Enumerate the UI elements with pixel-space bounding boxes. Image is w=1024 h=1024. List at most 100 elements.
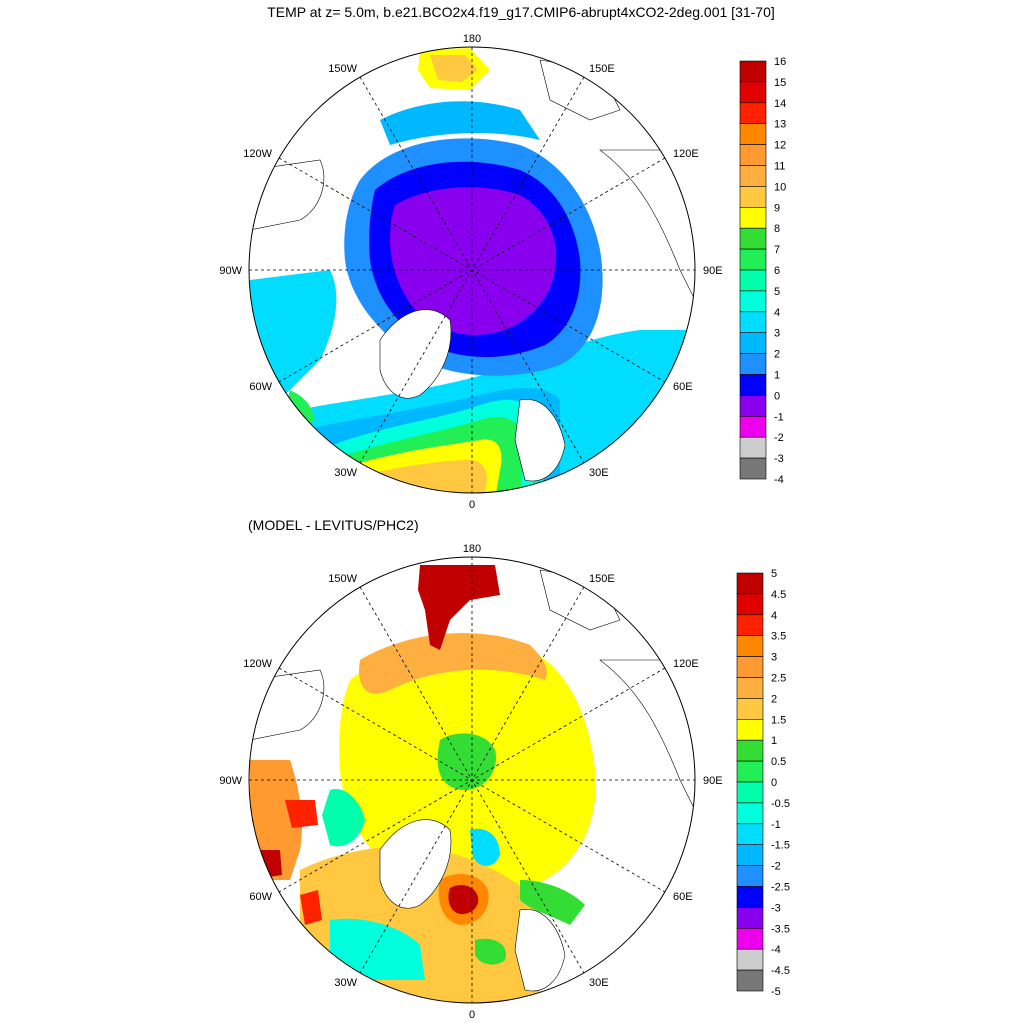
temp-colorbar-label: 8	[774, 223, 780, 235]
temp-colorbar-swatch	[739, 248, 767, 271]
diff-colorbar-label: 4	[771, 610, 777, 622]
lon-label-90w: 90W	[219, 265, 242, 277]
diff-colorbar-label: 2.5	[771, 673, 786, 685]
temp-colorbar-label: 14	[774, 98, 786, 110]
difference-map	[248, 556, 696, 1004]
lon-label-180: 180	[463, 33, 481, 45]
diff-colorbar-swatch	[736, 677, 764, 699]
temp-colorbar-swatch	[739, 123, 767, 145]
lon-label-180: 180	[463, 543, 481, 555]
temp-colorbar-swatch	[739, 311, 767, 333]
lon-label-150e: 150E	[589, 573, 615, 585]
diff-colorbar-label: -2.5	[771, 882, 790, 894]
temp-colorbar-label: 13	[774, 119, 786, 131]
temp-colorbar-swatch	[739, 457, 767, 480]
lon-label-30w: 30W	[334, 467, 357, 479]
diff-colorbar-swatch	[736, 907, 764, 929]
lon-label-150w: 150W	[328, 63, 357, 75]
lon-label-0: 0	[469, 1009, 475, 1021]
temp-colorbar-label: -4	[774, 474, 784, 486]
diff-colorbar-swatch	[736, 635, 764, 657]
diff-colorbar-label: -2	[771, 861, 781, 873]
temp-colorbar-label: 15	[774, 77, 786, 89]
lon-label-60e: 60E	[673, 381, 693, 393]
lon-label-90w: 90W	[219, 775, 242, 787]
lon-label-60w: 60W	[249, 891, 272, 903]
temp-colorbar-label: 2	[774, 349, 780, 361]
lon-label-120w: 120W	[243, 148, 272, 160]
diff-colorbar-label: 1.5	[771, 714, 786, 726]
diff-colorbar-label: 0	[771, 777, 777, 789]
diff-colorbar-swatch	[736, 739, 764, 762]
temp-colorbar-label: 1	[774, 370, 780, 382]
bottom-map-longitude-labels: 180 0 90W 90E 150W 120W 150E 120E 60W 30…	[219, 543, 722, 1021]
lon-label-150w: 150W	[328, 573, 357, 585]
temp-colorbar-swatch	[739, 332, 767, 354]
diff-colorbar-swatch	[736, 760, 764, 783]
lon-label-0: 0	[469, 499, 475, 511]
top-map-longitude-labels: 180 0 90W 90E 150W 120W 150E 120E 60W 30…	[219, 33, 722, 511]
diff-colorbar-swatch	[736, 593, 764, 616]
temp-colorbar-swatch	[739, 415, 767, 438]
diff-colorbar-swatch	[736, 823, 764, 845]
temp-colorbar-swatch	[739, 227, 767, 250]
lon-label-30e: 30E	[589, 977, 609, 989]
diff-colorbar-swatch	[736, 718, 764, 741]
diff-colorbar-swatch	[736, 844, 764, 866]
diff-colorbar-label: 3	[771, 652, 777, 664]
diff-colorbar-label: 0.5	[771, 756, 786, 768]
lon-label-60w: 60W	[249, 381, 272, 393]
plot-title: TEMP at z= 5.0m, b.e21.BCO2x4.f19_g17.CM…	[267, 4, 775, 20]
difference-subtitle: (MODEL - LEVITUS/PHC2)	[248, 517, 419, 533]
temp-colorbar-label: -3	[774, 453, 784, 465]
diff-colorbar-swatch	[736, 698, 764, 720]
diff-colorbar-swatch	[736, 969, 764, 992]
lon-label-120e: 120E	[673, 148, 699, 160]
temp-colorbar-label: 9	[774, 202, 780, 214]
temp-colorbar-swatch	[739, 165, 767, 187]
diff-colorbar-swatch	[736, 656, 764, 678]
diff-colorbar-label: 5	[771, 568, 777, 580]
diff-colorbar-label: 3.5	[771, 631, 786, 643]
temp-colorbar-swatch	[739, 395, 767, 417]
diff-colorbar-label: -4	[771, 944, 781, 956]
diff-colorbar-swatch	[736, 614, 764, 636]
temp-colorbar-label: 4	[774, 307, 780, 319]
diff-colorbar-swatch	[736, 927, 764, 950]
diff-colorbar-swatch	[736, 781, 764, 804]
temp-colorbar-label: -2	[774, 432, 784, 444]
temp-colorbar-swatch	[739, 60, 767, 83]
temp-colorbar-label: 12	[774, 140, 786, 152]
temp-colorbar-label: 6	[774, 265, 780, 277]
lon-label-90e: 90E	[703, 265, 723, 277]
lon-label-90e: 90E	[703, 775, 723, 787]
lon-label-120e: 120E	[673, 658, 699, 670]
temp-colorbar-swatch	[739, 374, 767, 396]
diff-colorbar-swatch	[736, 886, 764, 908]
diff-colorbar-swatch	[736, 572, 764, 595]
diff-colorbar-label: -3	[771, 902, 781, 914]
diff-colorbar-swatch	[736, 948, 764, 971]
lon-label-30w: 30W	[334, 977, 357, 989]
temp-colorbar-label: 16	[774, 56, 786, 68]
temperature-map	[248, 46, 696, 494]
temp-colorbar-label: -1	[774, 411, 784, 423]
diff-colorbar-swatch	[736, 802, 764, 825]
lon-label-120w: 120W	[243, 658, 272, 670]
temp-colorbar-label: 3	[774, 328, 780, 340]
lon-label-60e: 60E	[673, 891, 693, 903]
diff-colorbar-label: -1.5	[771, 840, 790, 852]
diff-colorbar-label: 1	[771, 735, 777, 747]
temp-colorbar-swatch	[739, 102, 767, 125]
temp-colorbar-label: 10	[774, 181, 786, 193]
diff-colorbar-label: -1	[771, 819, 781, 831]
temp-colorbar-label: 5	[774, 286, 780, 298]
lon-label-30e: 30E	[589, 467, 609, 479]
lon-label-150e: 150E	[589, 63, 615, 75]
diff-colorbar-label: 2	[771, 693, 777, 705]
temp-colorbar-label: 7	[774, 244, 780, 256]
difference-colorbar: 5 4.5 4 3.5 3 2.5 2 1.5 1 0.5 0 -0.5 -1 -1.5 -2 -2.5 -3 -…	[736, 568, 790, 998]
temp-colorbar-label: 0	[774, 390, 780, 402]
